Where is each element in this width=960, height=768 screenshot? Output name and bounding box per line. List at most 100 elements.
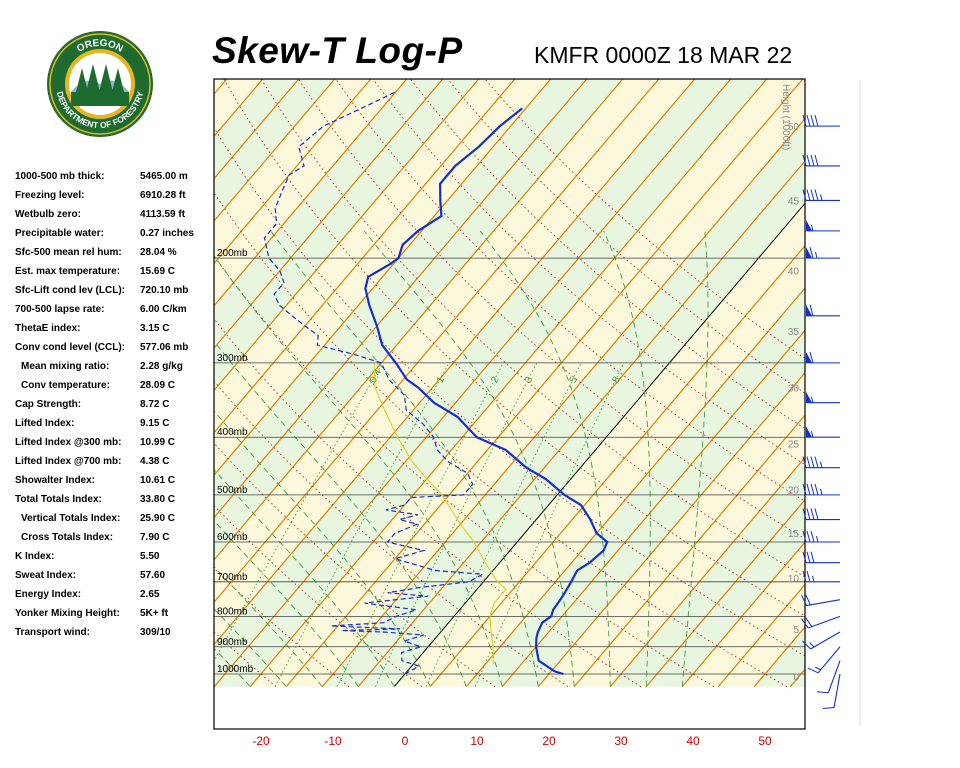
- index-value: 10.61 C: [140, 475, 176, 486]
- wind-barb-full: [802, 154, 807, 167]
- index-value: 6910.28 ft: [140, 190, 186, 201]
- isotherm-line: [681, 541, 805, 687]
- wind-barb-half: [811, 396, 814, 403]
- index-label: 700-500 lapse rate:: [15, 304, 105, 315]
- wind-barb-full: [806, 154, 811, 167]
- index-label: Cross Totals Index:: [21, 532, 114, 543]
- wind-barb-full: [810, 551, 815, 563]
- moist-adiabat: [214, 254, 503, 687]
- isotherm-line: [537, 371, 805, 687]
- index-row: Lifted Index @300 mb: 10.99 C: [15, 434, 210, 453]
- index-row: Sfc-500 mean rel hum: 28.04 %: [15, 244, 210, 263]
- wind-barb: [807, 646, 841, 674]
- mixing-ratio-label: 5: [568, 375, 581, 385]
- isotherm-line: [501, 329, 805, 687]
- index-value: 10.99 C: [140, 437, 176, 448]
- wind-barb: [816, 660, 841, 694]
- mixing-ratio-line: [474, 362, 625, 687]
- wind-barb-full: [814, 456, 819, 468]
- index-row: Est. max temperature: 15.69 C: [15, 263, 210, 282]
- wind-barb-staff: [807, 615, 841, 629]
- station-time-label: KMFR 0000Z 18 MAR 22: [534, 42, 793, 68]
- isotherm-line: [214, 79, 300, 180]
- wind-barb-staff: [810, 631, 841, 650]
- isotherm-line: [214, 79, 660, 604]
- dry-adiabat: [298, 79, 805, 540]
- wind-barb-full: [802, 508, 807, 520]
- index-row: Vertical Totals Index: 25.90 C: [15, 510, 210, 529]
- wind-barb-half: [820, 488, 823, 496]
- wind-barb-staff: [817, 646, 841, 674]
- wind-barb: [802, 456, 840, 469]
- mixing-ratio-label: 1: [435, 375, 448, 385]
- index-value: 8.72 C: [140, 399, 170, 410]
- wind-barb-full: [810, 154, 815, 167]
- index-row: Showalter Index: 10.61 C: [15, 472, 210, 491]
- wind-barb: [802, 189, 840, 202]
- index-value: 2.65: [140, 589, 160, 600]
- index-value: 7.90 C: [140, 532, 170, 543]
- x-tick-label: 10: [470, 734, 484, 748]
- wind-barb-full: [806, 114, 811, 127]
- wind-barb: [802, 551, 840, 564]
- oregon-forestry-logo: OREGON DEPARTMENT OF FORESTRY: [46, 30, 154, 138]
- isotherm-line: [214, 79, 552, 477]
- plot-area: [0, 66, 805, 729]
- wind-barb: [802, 154, 840, 167]
- wind-barb-full: [809, 351, 814, 364]
- index-value: 28.04 %: [140, 247, 177, 258]
- index-value: 0.27 inches: [140, 228, 194, 239]
- pressure-label: 500mb: [217, 485, 248, 496]
- index-row: Cross Totals Index: 7.90 C: [15, 529, 210, 548]
- dry-adiabat: [260, 79, 805, 578]
- wind-barb-full: [814, 154, 819, 167]
- logo-text-top: OREGON: [75, 38, 125, 55]
- temperature-band: [0, 66, 130, 687]
- wind-barb-full: [801, 618, 809, 629]
- wind-barb-full: [802, 551, 807, 563]
- index-label: Sfc-Lift cond lev (LCL):: [15, 285, 125, 296]
- plot-frame: [213, 78, 806, 730]
- isotherm-line: [214, 79, 228, 95]
- isotherm-line: [214, 79, 336, 222]
- index-label: 1000-500 mb thick:: [15, 171, 105, 182]
- parcel-line: [373, 362, 507, 664]
- tree-icon: [99, 64, 113, 92]
- height-tick-label: 40: [788, 267, 800, 278]
- isotherm-line: [0, 66, 58, 687]
- isotherm-line: [357, 160, 805, 687]
- moist-adiabat: [681, 230, 709, 687]
- tree-icon: [112, 68, 124, 92]
- wind-barb-full: [801, 595, 807, 606]
- dry-adiabat: [484, 79, 805, 359]
- wind-barb: [806, 351, 840, 364]
- logo-outer-rim: [49, 33, 151, 135]
- wind-barb-full: [804, 616, 813, 627]
- dry-adiabat: [0, 79, 203, 687]
- height-tick-label: 5: [793, 625, 799, 636]
- wind-barb: [802, 631, 841, 650]
- pressure-label: 900mb: [217, 637, 248, 648]
- index-value: 9.15 C: [140, 418, 170, 429]
- wind-barb-full: [805, 594, 811, 606]
- wind-barb: [806, 304, 840, 317]
- temperature-band: [0, 66, 58, 687]
- height-tick-label: 30: [788, 384, 800, 395]
- index-row: Mean mixing ratio: 2.28 g/kg: [15, 358, 210, 377]
- chart-title: Skew-T Log-P: [212, 30, 463, 71]
- wind-barb-full: [814, 114, 819, 127]
- height-tick-label: 45: [788, 196, 800, 207]
- index-value: 577.06 mb: [140, 342, 189, 353]
- wind-barb-full: [806, 570, 811, 582]
- index-value: 28.09 C: [140, 380, 176, 391]
- dry-adiabat: [0, 79, 130, 687]
- index-value: 2.28 g/kg: [140, 361, 183, 372]
- index-label: Sfc-500 mean rel hum:: [15, 247, 122, 258]
- height-tick-label: 35: [788, 327, 800, 338]
- x-tick-label: 30: [614, 734, 628, 748]
- index-row: Yonker Mixing Height: 5K+ ft: [15, 605, 210, 624]
- wind-barb-full: [810, 189, 815, 201]
- isotherm-line: [0, 66, 94, 687]
- wind-barb-full: [810, 508, 815, 520]
